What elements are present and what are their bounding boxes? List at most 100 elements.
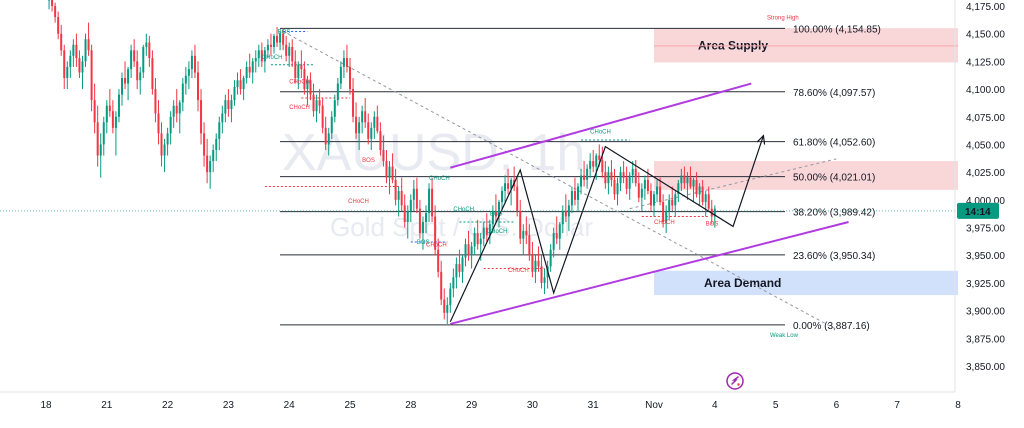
candle-body[interactable] [656,186,659,195]
candle-body[interactable] [686,177,689,184]
candle-body[interactable] [333,100,336,117]
candle-body[interactable] [263,50,266,62]
candle-body[interactable] [519,210,522,239]
candle-body[interactable] [358,122,361,134]
candle-body[interactable] [87,39,90,51]
candle-body[interactable] [488,224,491,236]
dashed-trendline[interactable] [282,31,837,330]
candle-body[interactable] [564,210,567,217]
candle-body[interactable] [342,58,345,67]
candle-body[interactable] [285,44,288,56]
candle-body[interactable] [640,188,643,198]
candle-body[interactable] [175,105,178,114]
candle-body[interactable] [473,233,476,247]
candle-body[interactable] [160,133,163,156]
candle-body[interactable] [558,224,561,239]
candle-body[interactable] [370,127,373,139]
candle-body[interactable] [239,80,242,90]
candle-body[interactable] [662,202,665,222]
candle-body[interactable] [111,111,114,128]
candle-body[interactable] [197,72,199,101]
candle-body[interactable] [625,177,628,189]
candle-body[interactable] [336,83,339,101]
candle-body[interactable] [464,244,467,258]
candle-body[interactable] [507,183,510,189]
channel-line[interactable] [450,221,849,325]
candle-body[interactable] [491,210,494,225]
candle-body[interactable] [698,186,701,195]
candle-body[interactable] [148,42,151,59]
candle-body[interactable] [99,144,102,156]
candle-body[interactable] [619,172,622,184]
candle-body[interactable] [537,260,540,267]
candle-body[interactable] [81,61,84,73]
candle-body[interactable] [66,66,69,78]
candle-body[interactable] [75,44,78,59]
candle-body[interactable] [677,183,680,195]
candle-body[interactable] [707,194,710,209]
candle-body[interactable] [391,166,394,180]
candle-body[interactable] [689,177,692,187]
candle-body[interactable] [349,66,351,90]
candle-body[interactable] [561,210,564,225]
candle-body[interactable] [476,233,479,245]
candle-body[interactable] [315,100,318,112]
candle-body[interactable] [525,230,528,236]
candle-body[interactable] [124,78,127,84]
candle-body[interactable] [69,55,72,67]
candle-body[interactable] [497,202,500,217]
candle-body[interactable] [452,277,455,289]
candle-body[interactable] [516,186,519,211]
candle-body[interactable] [221,113,224,123]
candle-body[interactable] [212,150,215,162]
candle-body[interactable] [133,50,136,62]
candle-body[interactable] [671,199,674,206]
candle-body[interactable] [418,208,421,234]
candle-body[interactable] [169,116,172,134]
candle-body[interactable] [607,172,610,184]
candle-body[interactable] [683,175,686,184]
candle-body[interactable] [142,46,145,73]
candle-body[interactable] [193,55,196,73]
candle-body[interactable] [449,288,452,306]
candle-body[interactable] [367,122,370,139]
candle-body[interactable] [318,100,321,106]
candle-body[interactable] [504,183,507,191]
y-axis[interactable]: 4,175.00 4,150.00 4,125.00 4,100.00 4,075.00… [957,2,1005,373]
candle-body[interactable] [634,168,637,184]
x-axis[interactable]: 18 21 22 23 24 25 28 29 30 31 Nov 4 5 6 7 8 [40,400,961,411]
candle-body[interactable] [227,100,230,110]
candle-body[interactable] [501,190,503,203]
candle-body[interactable] [543,277,546,283]
candle-body[interactable] [528,235,531,256]
candle-body[interactable] [415,188,418,209]
candle-body[interactable] [303,69,306,90]
candle-body[interactable] [178,102,181,114]
candle-body[interactable] [613,179,616,195]
candle-body[interactable] [552,233,555,250]
candle-body[interactable] [233,86,236,101]
candle-body[interactable] [78,58,81,73]
candle-body[interactable] [209,161,212,173]
candle-body[interactable] [601,159,604,173]
candle-body[interactable] [172,105,175,117]
candle-body[interactable] [479,238,482,245]
candle-body[interactable] [434,216,437,250]
candle-body[interactable] [90,50,93,101]
candle-body[interactable] [102,122,105,145]
candle-body[interactable] [567,205,570,217]
candle-body[interactable] [713,208,716,217]
candle-body[interactable] [595,155,598,167]
candle-body[interactable] [531,255,534,272]
candle-body[interactable] [184,75,187,84]
candle-body[interactable] [54,6,57,18]
current-price-badge[interactable] [957,202,999,219]
candle-body[interactable] [151,58,154,90]
tradingview-logo-icon[interactable] [726,372,744,390]
candle-body[interactable] [269,44,272,47]
candle-body[interactable] [218,122,221,139]
candle-body[interactable] [355,116,358,134]
candle-body[interactable] [361,111,364,123]
candle-body[interactable] [646,179,649,191]
candle-body[interactable] [482,227,485,239]
